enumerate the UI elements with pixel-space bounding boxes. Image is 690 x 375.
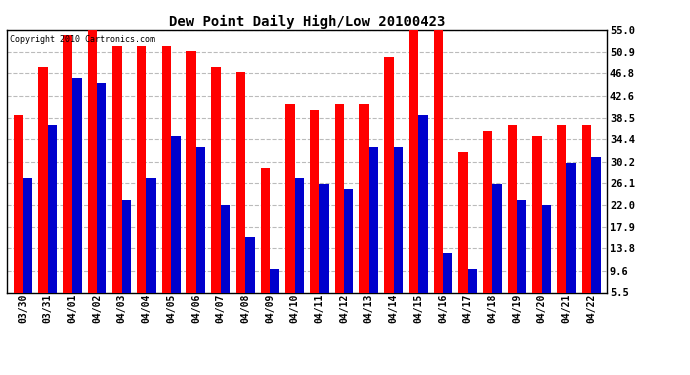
Bar	[443, 253, 453, 322]
Bar	[112, 46, 121, 322]
Bar	[137, 46, 146, 322]
Bar	[161, 46, 171, 322]
Bar	[236, 72, 245, 322]
Bar	[468, 268, 477, 322]
Bar	[48, 126, 57, 322]
Bar	[418, 115, 428, 322]
Bar	[319, 184, 329, 322]
Bar	[171, 136, 181, 322]
Bar	[393, 147, 403, 322]
Bar	[245, 237, 255, 322]
Bar	[359, 104, 369, 322]
Bar	[533, 136, 542, 322]
Bar	[493, 184, 502, 322]
Bar	[186, 51, 196, 322]
Bar	[483, 131, 493, 322]
Title: Dew Point Daily High/Low 20100423: Dew Point Daily High/Low 20100423	[169, 15, 445, 29]
Bar	[591, 157, 600, 322]
Bar	[310, 110, 319, 322]
Bar	[542, 205, 551, 322]
Bar	[335, 104, 344, 322]
Bar	[508, 126, 517, 322]
Bar	[261, 168, 270, 322]
Bar	[384, 57, 393, 322]
Bar	[270, 268, 279, 322]
Bar	[211, 67, 221, 322]
Bar	[582, 126, 591, 322]
Bar	[14, 115, 23, 322]
Bar	[72, 78, 81, 322]
Bar	[23, 178, 32, 322]
Bar	[196, 147, 205, 322]
Text: Copyright 2010 Cartronics.com: Copyright 2010 Cartronics.com	[10, 35, 155, 44]
Bar	[433, 30, 443, 322]
Bar	[557, 126, 566, 322]
Bar	[97, 83, 106, 322]
Bar	[344, 189, 353, 322]
Bar	[285, 104, 295, 322]
Bar	[295, 178, 304, 322]
Bar	[458, 152, 468, 322]
Bar	[409, 30, 418, 322]
Bar	[63, 35, 72, 322]
Bar	[517, 200, 526, 322]
Bar	[369, 147, 378, 322]
Bar	[38, 67, 48, 322]
Bar	[88, 30, 97, 322]
Bar	[121, 200, 131, 322]
Bar	[146, 178, 156, 322]
Bar	[221, 205, 230, 322]
Bar	[566, 163, 576, 322]
